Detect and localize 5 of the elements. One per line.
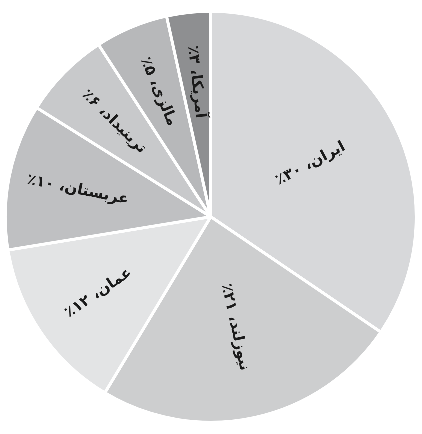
slice-label: عمان، ۱۲٪ xyxy=(61,263,136,322)
slice-label: آمریکا، ۳٪ xyxy=(184,44,212,120)
slice-label: نیوزلند، ۲۱٪ xyxy=(218,282,255,372)
slice-label: ایران، ۳۰٪ xyxy=(272,137,348,189)
slice-label: عربستان، ۱۰٪ xyxy=(26,170,131,208)
